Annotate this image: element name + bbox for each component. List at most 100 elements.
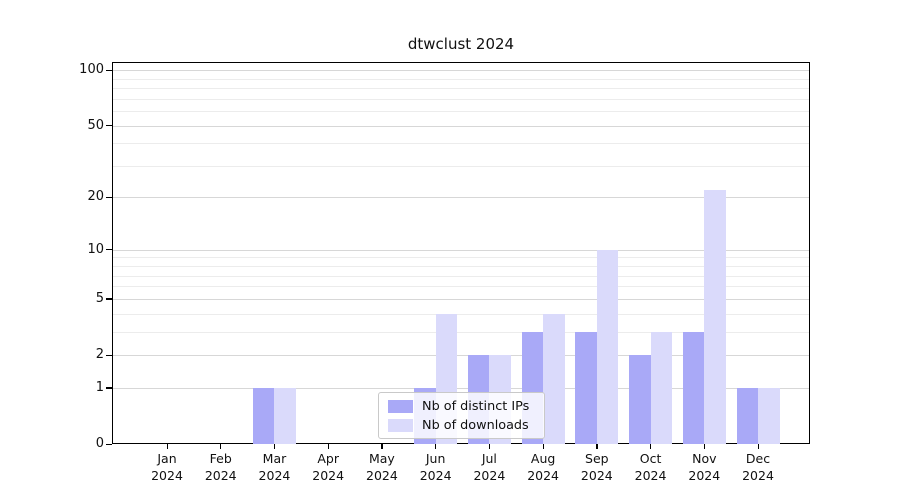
x-tick-year: 2024 (366, 468, 398, 483)
x-tick-mark-apr (327, 444, 329, 449)
x-tick-year: 2024 (312, 468, 345, 483)
gridline-y-3 (113, 331, 809, 333)
plot-area (112, 62, 810, 444)
legend-item-downloads: Nb of downloads (388, 417, 535, 433)
gridline-y-20 (113, 197, 809, 199)
x-tick-year: 2024 (473, 468, 506, 483)
gridline-y-10 (113, 249, 809, 251)
x-tick-label-oct: Oct 2024 (611, 450, 691, 484)
gridline-y-70 (113, 98, 809, 100)
y-tick-label-50: 50 (87, 117, 104, 133)
legend-item-distinct-ips: Nb of distinct IPs (388, 398, 535, 414)
bar-downloads-oct (650, 331, 673, 444)
y-tick-mark-2 (106, 354, 112, 356)
gridline-y-9 (113, 257, 809, 259)
x-tick-month: Jan (157, 451, 177, 466)
legend-swatch-distinct-ips (388, 399, 413, 413)
x-tick-mark-jan (166, 444, 168, 449)
gridline-y-100 (113, 70, 809, 72)
bar-distinct-ips-oct (629, 355, 651, 444)
x-tick-month: Sep (585, 451, 609, 466)
x-tick-year: 2024 (688, 468, 721, 483)
y-tick-mark-0 (106, 443, 112, 445)
legend: Nb of distinct IPs Nb of downloads (378, 392, 545, 439)
gridline-y-8 (113, 266, 809, 268)
x-tick-month: Apr (317, 451, 339, 466)
x-tick-mark-nov (703, 444, 705, 449)
y-tick-label-2: 2 (95, 347, 104, 362)
x-tick-label-may: May 2024 (342, 450, 422, 484)
legend-label-downloads: Nb of downloads (422, 417, 529, 433)
bar-downloads-nov (704, 190, 726, 444)
y-tick-mark-5 (106, 298, 112, 300)
legend-swatch-downloads (388, 418, 413, 432)
gridline-y-60 (113, 111, 809, 113)
x-tick-month: Jul (481, 451, 497, 466)
x-tick-month: Jun (425, 451, 446, 466)
x-tick-year: 2024 (419, 468, 452, 483)
x-tick-year: 2024 (634, 468, 667, 483)
x-tick-label-mar: Mar 2024 (234, 450, 314, 484)
gridline-y-80 (113, 88, 809, 90)
gridline-y-2 (113, 355, 809, 356)
bar-downloads-aug (543, 313, 565, 444)
bar-downloads-dec (758, 387, 780, 444)
y-tick-mark-10 (106, 249, 112, 251)
x-tick-label-aug: Aug 2024 (503, 450, 583, 484)
bar-distinct-ips-dec (736, 387, 759, 444)
bar-distinct-ips-sep (575, 331, 597, 444)
y-tick-label-10: 10 (87, 241, 104, 257)
x-tick-mark-oct (650, 444, 652, 449)
x-tick-month: Oct (639, 451, 662, 466)
x-tick-month: Feb (209, 451, 232, 466)
x-tick-label-jul: Jul 2024 (449, 450, 529, 484)
gridline-y-40 (113, 143, 809, 145)
y-tick-mark-100 (106, 69, 112, 71)
x-tick-year: 2024 (527, 468, 560, 483)
gridline-y-50 (113, 125, 809, 127)
legend-label-distinct-ips: Nb of distinct IPs (422, 398, 530, 414)
x-tick-mark-jun (435, 444, 437, 449)
bar-downloads-mar (274, 387, 296, 444)
x-tick-mark-may (381, 444, 383, 449)
bar-downloads-sep (596, 249, 619, 444)
gridline-y-1 (113, 387, 809, 389)
x-tick-month: May (368, 451, 395, 466)
y-tick-label-100: 100 (79, 62, 104, 78)
x-tick-mark-dec (757, 444, 759, 449)
gridline-y-7 (113, 275, 809, 277)
gridline-y-4 (113, 313, 809, 315)
x-tick-year: 2024 (580, 468, 613, 483)
y-tick-label-0: 0 (95, 436, 104, 451)
bar-distinct-ips-nov (682, 331, 705, 444)
y-tick-mark-50 (106, 125, 112, 127)
bar-distinct-ips-mar (252, 387, 275, 444)
x-tick-label-apr: Apr 2024 (288, 450, 368, 484)
x-tick-mark-jul (488, 444, 491, 449)
x-tick-label-sep: Sep 2024 (557, 450, 637, 484)
x-tick-label-jan: Jan 2024 (127, 450, 207, 484)
gridline-y-6 (113, 286, 809, 288)
x-tick-mark-feb (220, 444, 222, 449)
x-tick-month: Mar (262, 451, 287, 466)
y-tick-label-20: 20 (87, 189, 104, 205)
x-tick-label-nov: Nov 2024 (664, 450, 744, 484)
x-tick-month: Nov (692, 451, 717, 466)
x-tick-mark-sep (596, 444, 598, 449)
y-tick-mark-1 (106, 387, 112, 389)
x-tick-year: 2024 (742, 468, 774, 483)
x-tick-mark-aug (542, 444, 544, 449)
x-tick-label-feb: Feb 2024 (181, 450, 261, 484)
chart-title: dtwclust 2024 (407, 35, 515, 53)
x-tick-month: Dec (745, 451, 771, 466)
y-tick-mark-20 (106, 196, 112, 199)
x-tick-year: 2024 (151, 468, 183, 483)
x-tick-year: 2024 (258, 468, 291, 483)
y-tick-label-5: 5 (95, 290, 104, 306)
x-tick-month: Aug (530, 451, 556, 466)
y-tick-label-1: 1 (95, 379, 104, 395)
gridline-y-90 (113, 78, 809, 80)
x-tick-label-dec: Dec 2024 (718, 450, 798, 484)
x-tick-mark-mar (273, 444, 276, 449)
